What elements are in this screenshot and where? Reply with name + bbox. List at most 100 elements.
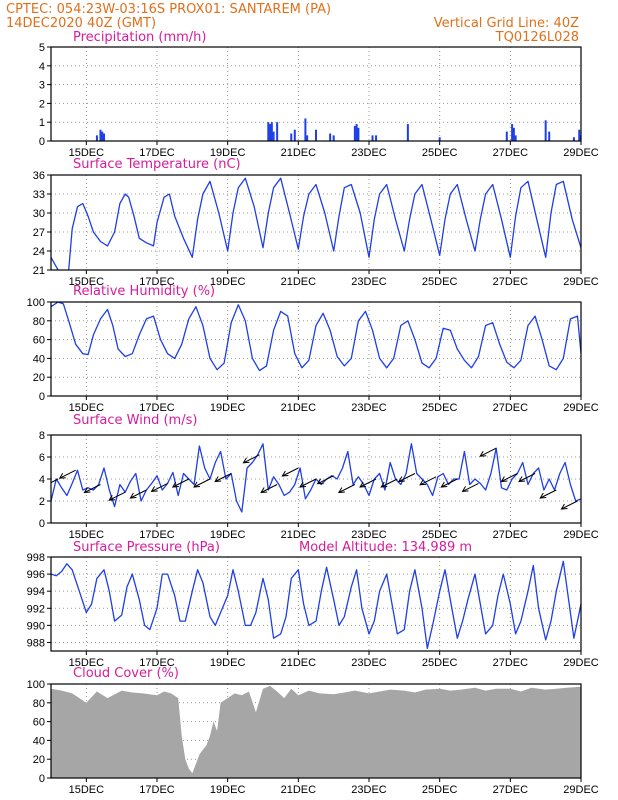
wind-wind-arrow	[317, 475, 334, 485]
wind-wind-arrow	[501, 473, 518, 482]
wind-series-line	[51, 443, 581, 513]
temperature-frame	[50, 174, 582, 271]
wind-wind-arrow	[462, 482, 479, 492]
precipitation-bar	[438, 137, 441, 141]
humidity-xtick-label: 15DEC	[69, 402, 105, 414]
cloud-cover-xtick-label: 19DEC	[210, 784, 246, 796]
humidity-series-line	[51, 302, 581, 372]
wind-xtick-label: 21DEC	[281, 529, 317, 541]
wind-xtick-label: 23DEC	[351, 529, 387, 541]
wind-wind-arrowhead	[150, 486, 158, 492]
cloud-cover-ytick-label: 80	[33, 698, 45, 710]
precipitation-bar	[103, 133, 105, 141]
humidity-xtick-label: 25DEC	[422, 402, 458, 414]
humidity-xtick-label: 27DEC	[493, 402, 529, 414]
cloud-cover-xtick-label: 27DEC	[493, 784, 529, 796]
wind-wind-arrow	[172, 478, 190, 488]
humidity-panel: Relative Humidity (%) 0 20 40 60 80 100 15DEC 17…	[27, 284, 599, 414]
precipitation-title: Precipitation (mm/h)	[73, 30, 206, 45]
cloud-cover-xtick-label: 21DEC	[281, 784, 317, 796]
precipitation-panel: Precipitation (mm/h) 0 1 2 3 4 5 15DEC 17DEC 19DE…	[39, 30, 599, 159]
wind-wind-arrowhead	[518, 476, 526, 483]
precipitation-bar	[357, 127, 360, 141]
wind-xtick-label: 25DEC	[422, 529, 458, 541]
precipitation-bar	[304, 118, 307, 141]
wind-xtick-label: 17DEC	[139, 529, 175, 541]
temperature-ytick-label: 21	[33, 265, 45, 277]
pressure-ytick-label: 994	[27, 586, 45, 598]
humidity-ytick-label: 20	[33, 372, 45, 384]
pressure-ytick-label: 996	[27, 569, 45, 581]
wind-xtick-label: 27DEC	[493, 529, 529, 541]
temperature-series-line	[51, 177, 581, 270]
temperature-xtick-label: 17DEC	[139, 276, 175, 288]
humidity-xtick-label: 21DEC	[281, 402, 317, 414]
humidity-ytick-label: 0	[39, 391, 45, 403]
precipitation-bar	[306, 135, 309, 141]
precipitation-bar	[578, 129, 581, 141]
precipitation-bar	[267, 122, 270, 141]
precipitation-bar	[512, 127, 515, 141]
humidity-frame	[50, 301, 582, 397]
pressure-xtick-label: 21DEC	[281, 657, 317, 669]
wind-wind-arrow	[299, 478, 317, 488]
pressure-subtitle: Model Altitude: 134.989 m	[299, 540, 472, 555]
humidity-ytick-label: 60	[33, 335, 45, 347]
precipitation-bar	[272, 131, 275, 141]
wind-wind-arrowhead	[560, 503, 568, 510]
humidity-ytick-label: 100	[27, 297, 45, 309]
precipitation-ytick-label: 5	[39, 42, 45, 54]
precipitation-bar	[514, 135, 517, 141]
wind-ytick-label: 0	[39, 518, 45, 530]
precipitation-xtick-label: 25DEC	[422, 147, 458, 159]
precipitation-bar	[371, 135, 374, 141]
wind-ytick-label: 2	[39, 496, 45, 508]
precipitation-bar	[315, 129, 317, 141]
humidity-xtick-label: 17DEC	[139, 402, 175, 414]
wind-wind-arrowhead	[214, 476, 222, 483]
pressure-xtick-label: 29DEC	[563, 657, 599, 669]
wind-wind-arrow	[130, 489, 147, 499]
wind-wind-arrowhead	[299, 481, 307, 488]
pressure-xtick-label: 17DEC	[139, 657, 175, 669]
temperature-panel: Surface Temperature (nC) 21 24 27 30 33 36 15DE…	[33, 157, 599, 288]
humidity-xtick-label: 23DEC	[351, 402, 387, 414]
temperature-xtick-label: 29DEC	[563, 276, 599, 288]
panels: Precipitation (mm/h) 0 1 2 3 4 5 15DEC 17DEC 19DE…	[27, 30, 599, 796]
precipitation-bar	[544, 120, 547, 141]
cloud-cover-data	[51, 685, 581, 778]
temperature-ytick-label: 24	[33, 246, 45, 258]
precipitation-bar	[99, 129, 102, 141]
precipitation-bar	[548, 131, 551, 141]
pressure-series-line	[51, 560, 581, 650]
precipitation-bar	[355, 124, 358, 141]
wind-wind-arrowhead	[171, 481, 179, 488]
precipitation-ytick-label: 2	[39, 98, 45, 110]
wind-wind-arrow	[398, 473, 416, 482]
cloud-cover-ytick-label: 60	[33, 717, 45, 729]
wind-wind-arrowhead	[500, 476, 508, 483]
wind-wind-arrowhead	[316, 478, 324, 485]
wind-wind-arrowhead	[193, 481, 201, 488]
cloud-cover-ytick-label: 100	[27, 679, 45, 691]
wind-wind-arrow	[193, 478, 211, 488]
humidity-xtick-label: 29DEC	[563, 402, 599, 414]
temperature-xtick-label: 23DEC	[351, 276, 387, 288]
header-location: CPTEC: 054:23W-03:16S PROX01: SANTAREM (…	[6, 2, 331, 17]
wind-wind-arrowhead	[440, 481, 448, 488]
cloud-cover-frame	[50, 683, 582, 779]
cloud-cover-xtick-label: 17DEC	[139, 784, 175, 796]
temperature-ytick-label: 30	[33, 208, 45, 220]
pressure-panel: Surface Pressure (hPa) Model Altitude: 13…	[27, 540, 599, 669]
wind-wind-arrowhead	[281, 470, 289, 477]
wind-panel: Surface Wind (m/s) 0 2 4 6 8 15DEC 17DEC 19DEC 21…	[39, 413, 599, 541]
precipitation-xtick-label: 27DEC	[493, 147, 529, 159]
precipitation-xtick-label: 23DEC	[351, 147, 387, 159]
precipitation-bar	[511, 124, 514, 141]
header-run-time: 14DEC2020 40Z (GMT)	[6, 16, 156, 31]
header-model: TQ0126L028	[495, 30, 579, 45]
pressure-frame	[50, 556, 582, 652]
temperature-title: Surface Temperature (nC)	[73, 157, 241, 172]
precipitation-xtick-label: 17DEC	[139, 147, 175, 159]
